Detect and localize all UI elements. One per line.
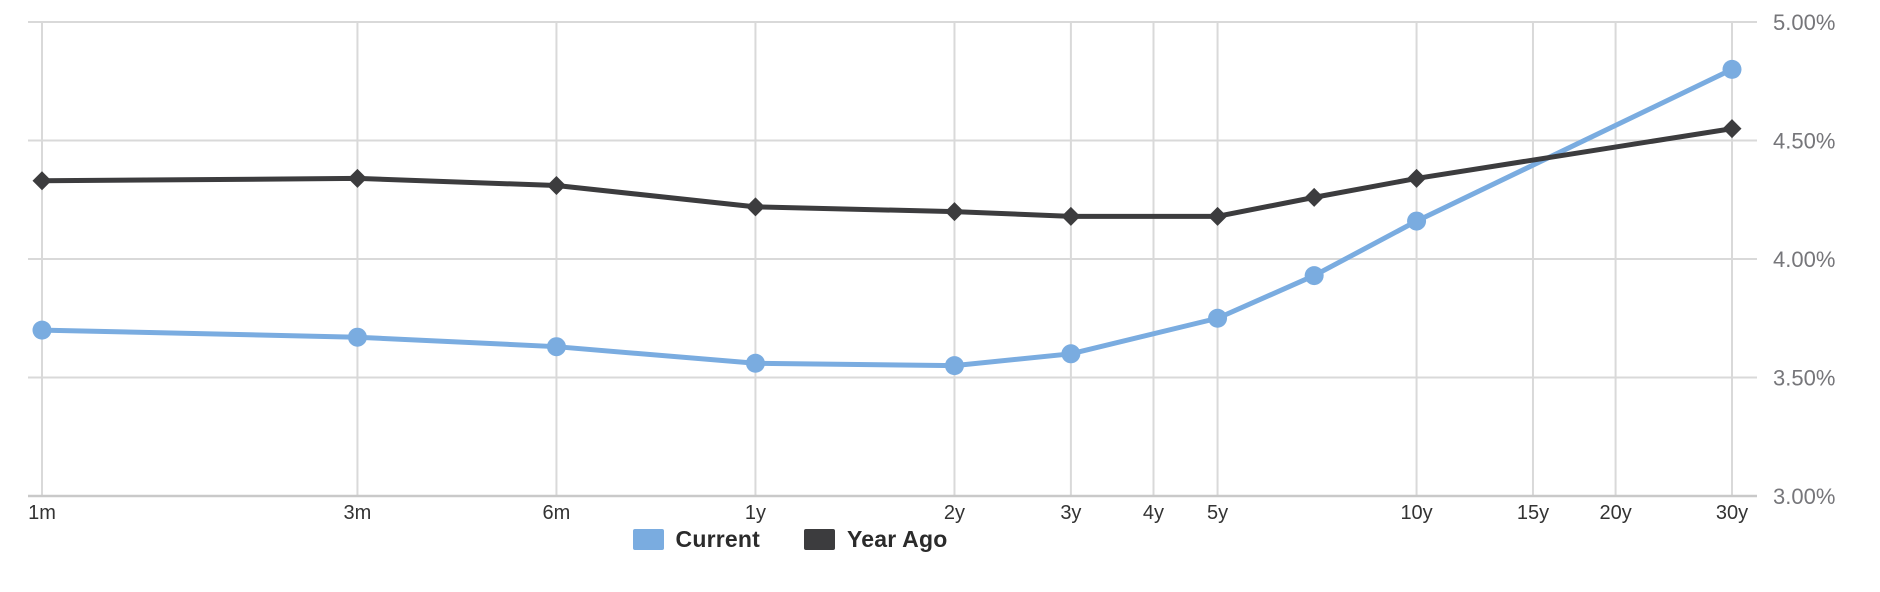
legend-swatch-current — [632, 529, 664, 550]
y-axis-tick-label: 4.00% — [1773, 247, 1835, 272]
x-axis-tick-label: 1m — [28, 502, 56, 524]
data-point-marker-circle[interactable] — [745, 353, 765, 373]
data-point-marker-circle[interactable] — [347, 327, 367, 347]
data-point-marker-circle[interactable] — [1304, 266, 1324, 286]
data-point-marker-circle[interactable] — [1208, 308, 1228, 328]
data-point-marker-diamond[interactable] — [546, 176, 566, 196]
y-axis-tick-label: 5.00% — [1773, 10, 1835, 35]
y-axis-tick-label: 4.50% — [1773, 129, 1835, 154]
legend-label-year-ago: Year Ago — [847, 526, 948, 552]
data-point-marker-diamond[interactable] — [1304, 187, 1324, 207]
data-point-marker-diamond[interactable] — [32, 171, 52, 191]
y-axis-tick-label: 3.00% — [1773, 484, 1835, 509]
data-point-marker-circle[interactable] — [32, 320, 52, 340]
x-axis-tick-label: 20y — [1599, 502, 1631, 524]
data-point-marker-circle[interactable] — [1722, 59, 1742, 79]
legend-swatch-year-ago — [804, 529, 835, 550]
data-point-marker-diamond[interactable] — [1061, 206, 1081, 226]
data-point-marker-diamond[interactable] — [1407, 168, 1427, 188]
data-point-marker-diamond[interactable] — [745, 197, 765, 217]
x-axis-tick-label: 3m — [344, 502, 372, 524]
x-axis-tick-label: 3y — [1060, 502, 1081, 524]
legend-item-year-ago[interactable]: Year Ago — [804, 526, 947, 553]
data-point-marker-diamond[interactable] — [1208, 206, 1228, 226]
data-point-marker-diamond[interactable] — [347, 168, 367, 188]
legend-label-current: Current — [675, 526, 760, 552]
x-axis-tick-label: 10y — [1400, 502, 1432, 524]
x-axis-tick-label: 15y — [1517, 502, 1549, 524]
data-point-marker-circle[interactable] — [944, 356, 964, 376]
series-line-current — [39, 66, 1735, 369]
x-axis-tick-label: 1y — [745, 502, 766, 524]
x-axis-tick-label: 30y — [1716, 502, 1748, 524]
series-line-year-ago — [39, 126, 1735, 219]
data-point-marker-diamond[interactable] — [944, 202, 964, 222]
x-axis-tick-label: 6m — [543, 502, 571, 524]
chart-legend: Current Year Ago — [0, 526, 1580, 553]
x-axis-tick-label: 2y — [944, 502, 965, 524]
y-axis-tick-label: 3.50% — [1773, 366, 1835, 391]
legend-item-current[interactable]: Current — [632, 526, 760, 553]
data-point-marker-circle[interactable] — [1061, 344, 1081, 364]
data-point-marker-circle[interactable] — [546, 337, 566, 357]
x-axis-tick-label: 4y — [1143, 502, 1164, 524]
data-point-marker-circle[interactable] — [1407, 211, 1427, 231]
x-axis-tick-label: 5y — [1207, 502, 1228, 524]
data-point-marker-diamond[interactable] — [1722, 119, 1742, 139]
